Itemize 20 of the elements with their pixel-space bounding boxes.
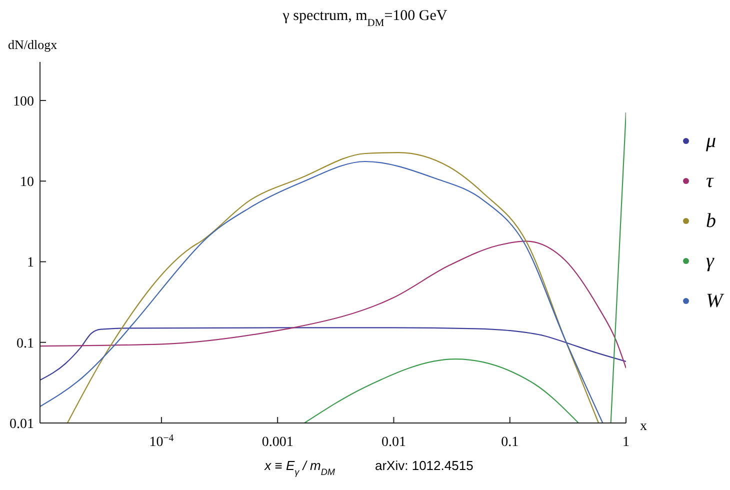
y-tick-label: 0.1 xyxy=(16,336,34,352)
text: arXiv: 1012.4515 xyxy=(375,458,474,473)
x-tick-label: 10$^{−4}$ xyxy=(149,432,174,450)
x-tick-label: 0.001 xyxy=(262,435,294,450)
legend-label: b xyxy=(706,210,716,232)
y-tick-label: 100 xyxy=(13,94,34,110)
y-tick-label: 1 xyxy=(27,256,34,271)
x-tick-label: 1 xyxy=(622,435,630,450)
x-tick-label: 0.01 xyxy=(381,435,406,450)
y-axis-title: dN/dlogx xyxy=(8,37,58,52)
y-tick-label: 10 xyxy=(20,175,34,190)
y-tick-label: 0.01 xyxy=(10,417,34,432)
legend-label: W xyxy=(706,290,725,312)
legend-label: μ xyxy=(705,130,716,152)
text: x ≡ E$_{γ}$ / m$_{DM}$ xyxy=(264,458,336,477)
x-axis-title: x xyxy=(640,419,647,434)
legend-label: γ xyxy=(706,250,715,272)
chart-title: γ spectrum, m$_{DM}$=100 GeV xyxy=(282,8,448,28)
x-tick-label: 0.1 xyxy=(501,435,519,450)
legend-label: τ xyxy=(706,170,714,192)
